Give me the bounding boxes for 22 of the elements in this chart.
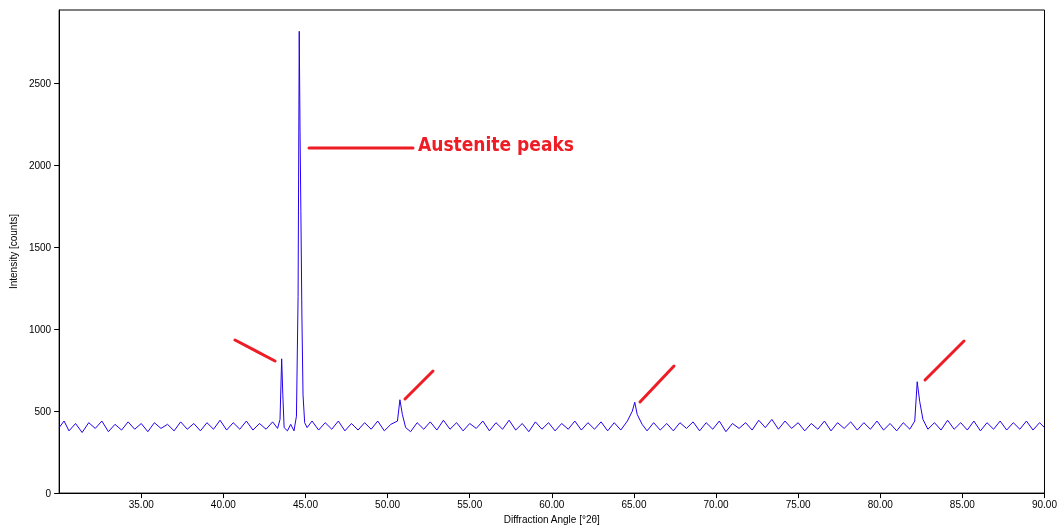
y-axis-title: Intensity [counts] — [7, 213, 19, 290]
x-tick-label: 40.00 — [210, 498, 237, 510]
y-tick-label: 2500 — [28, 78, 52, 90]
x-tick-label: 70.00 — [703, 498, 729, 510]
y-tick-label: 1000 — [28, 323, 52, 335]
x-tick-label: 45.00 — [292, 498, 319, 510]
x-tick-label: 90.00 — [1031, 498, 1058, 510]
x-tick-label: 80.00 — [867, 498, 894, 510]
y-tick-label: 0 — [45, 487, 52, 499]
y-tick-label: 2000 — [28, 160, 52, 172]
x-tick-label: 50.00 — [375, 498, 401, 510]
x-tick-label: 65.00 — [621, 498, 647, 510]
y-tick-label: 1500 — [28, 241, 52, 253]
x-axis-title: Diffraction Angle [°2θ] — [503, 513, 601, 525]
x-tick-label: 60.00 — [539, 498, 565, 510]
x-tick-label: 85.00 — [949, 498, 976, 510]
annotation: Austenite peaks — [418, 132, 574, 155]
x-tick-label: 75.00 — [785, 498, 812, 510]
y-tick-label: 500 — [34, 405, 52, 417]
x-tick-label: 55.00 — [457, 498, 483, 510]
x-tick-label: 35.00 — [128, 498, 155, 510]
line-series — [58, 30, 1045, 434]
